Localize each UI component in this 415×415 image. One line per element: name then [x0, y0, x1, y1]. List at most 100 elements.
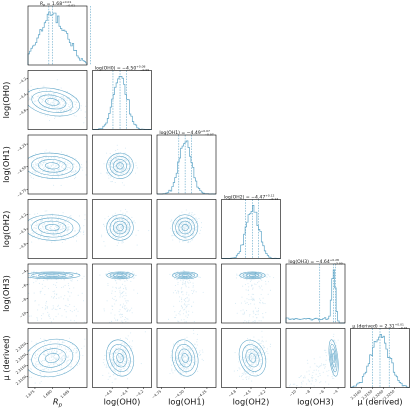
- y-axis-label-4: log(OH3): [1, 275, 11, 312]
- sample-cloud-5-1: [102, 331, 146, 383]
- scatter-panel-1-0: [27, 70, 88, 130]
- contour-level-2: [38, 159, 67, 173]
- x-tick-label-1-1: −4.4: [119, 389, 129, 398]
- x-axis-label-4: log(OH3): [297, 397, 334, 407]
- y-tick-label-3-0: −4.8: [18, 242, 28, 251]
- contour-level-2: [112, 348, 128, 368]
- sample-cloud-4-0: [28, 270, 85, 323]
- x-tick-label-1-2: −4.2: [135, 389, 144, 398]
- contour-level-2: [38, 94, 67, 110]
- histogram-series-2: [157, 140, 216, 195]
- x-tick-label-5-3: 2.3250: [383, 389, 396, 401]
- panel-frame-5-0: [27, 328, 88, 388]
- contour-level-4: [239, 271, 266, 280]
- x-tick-label-5-1: 2.3150: [361, 389, 374, 401]
- y-tick-label-5-0: 2.3100: [15, 374, 28, 386]
- contour-level-3: [31, 343, 74, 373]
- contour-level-1: [45, 98, 60, 106]
- contour-level-2: [245, 273, 260, 278]
- scatter-panel-2-0: [27, 134, 88, 195]
- panel-frame-4-1: [92, 263, 152, 324]
- y-tick-label-3-1: −4.5: [18, 227, 27, 236]
- x-tick-label-3-2: −4.2: [257, 389, 266, 398]
- contour-level-3: [242, 272, 263, 279]
- x-axis-label-1: log(OH0): [104, 397, 141, 407]
- contour-level-4: [172, 214, 199, 241]
- panel-frame-1: [92, 70, 152, 130]
- panel-frame-2: [156, 134, 217, 195]
- contour-level-1: [116, 224, 124, 232]
- contour-level-4: [28, 87, 80, 117]
- contour-level-1: [116, 274, 124, 277]
- y-tick-label-2-2: −4.25: [16, 143, 27, 153]
- panel-frame-4-0: [27, 263, 88, 324]
- scatter-panel-5-4: [285, 328, 346, 388]
- contour-level-2: [178, 220, 192, 235]
- y-tick-label-2-0: −4.75: [16, 188, 27, 198]
- contour-level-1: [332, 353, 336, 363]
- y-axis-label-3: log(OH2): [1, 211, 11, 248]
- x-tick-label-5-2: 2.3200: [372, 389, 385, 401]
- panel-frame-0: [27, 5, 88, 66]
- panel-frame-5-1: [92, 328, 152, 388]
- contour-level-3: [31, 272, 74, 279]
- panel-title-0: Rp = 1.68+0.01 −0.01: [40, 0, 75, 7]
- sample-cloud-2-1: [100, 144, 138, 186]
- contour-level-4: [328, 339, 339, 377]
- x-axis-label-0: Rp: [53, 397, 63, 409]
- sample-cloud-5-4: [289, 333, 339, 388]
- panel-frame-1-0: [27, 70, 88, 130]
- sample-cloud-3-0: [28, 210, 86, 243]
- contour-level-3: [175, 344, 196, 372]
- contour-level-3: [109, 217, 131, 238]
- scatter-panel-3-1: [92, 199, 152, 259]
- y-tick-label-1-2: −4.2: [18, 77, 27, 86]
- x-axis-label-3: log(OH2): [233, 397, 270, 407]
- panel-frame-5-4: [285, 328, 346, 388]
- panel-frame-4: [285, 263, 346, 324]
- y-axis-label-2: log(OH1): [1, 146, 11, 183]
- scatter-panel-3-2: [156, 199, 217, 259]
- y-tick-label-4-0: −10: [19, 311, 28, 319]
- contour-level-2: [331, 348, 337, 368]
- scatter-panel-5-3: [221, 328, 281, 388]
- sample-cloud-5-2: [169, 329, 204, 378]
- contour-level-1: [45, 274, 60, 277]
- diag-panel-2: log(OH1) = −4.49+0.07 −0.07: [156, 129, 217, 195]
- y-axis-label-1: log(OH0): [1, 82, 11, 119]
- contour-level-4: [28, 271, 81, 280]
- contour-level-3: [329, 343, 338, 373]
- contour-level-1: [248, 353, 257, 363]
- panel-frame-4-3: [221, 263, 281, 324]
- contour-level-3: [31, 217, 74, 238]
- contour-level-2: [113, 159, 127, 173]
- sample-cloud-3-1: [101, 208, 150, 247]
- histogram-series-4: [285, 269, 345, 324]
- y-tick-label-5-2: 2.3200: [15, 352, 28, 364]
- contour-level-1: [45, 353, 60, 363]
- contour-level-4: [106, 152, 134, 179]
- contour-level-4: [238, 339, 267, 377]
- contour-level-4: [105, 339, 135, 377]
- panel-frame-3-2: [156, 199, 217, 259]
- x-tick-label-0-1: 1.680: [42, 389, 53, 399]
- contour-level-1: [181, 274, 189, 277]
- scatter-panel-5-2: [156, 328, 217, 388]
- x-tick-label-2-1: −4.50: [174, 389, 186, 400]
- sample-cloud-4-1: [99, 270, 139, 323]
- contour-level-1: [181, 353, 189, 363]
- histogram-series-0: [27, 11, 88, 65]
- diag-panel-4: log(OH3) = −4.64+0.28 −2.00: [285, 258, 346, 324]
- contour-level-2: [178, 348, 192, 368]
- contour-level-2: [38, 220, 67, 235]
- x-tick-label-4-2: −6: [318, 389, 325, 396]
- panel-frame-3: [221, 199, 281, 259]
- contour-level-4: [28, 152, 81, 179]
- x-tick-label-3-0: −4.8: [228, 389, 238, 398]
- scatter-panel-4-2: [156, 263, 217, 324]
- contour-level-1: [248, 274, 256, 277]
- histogram-series-3: [221, 205, 281, 259]
- panel-frame-4-2: [156, 263, 217, 324]
- contour-level-4: [28, 338, 81, 378]
